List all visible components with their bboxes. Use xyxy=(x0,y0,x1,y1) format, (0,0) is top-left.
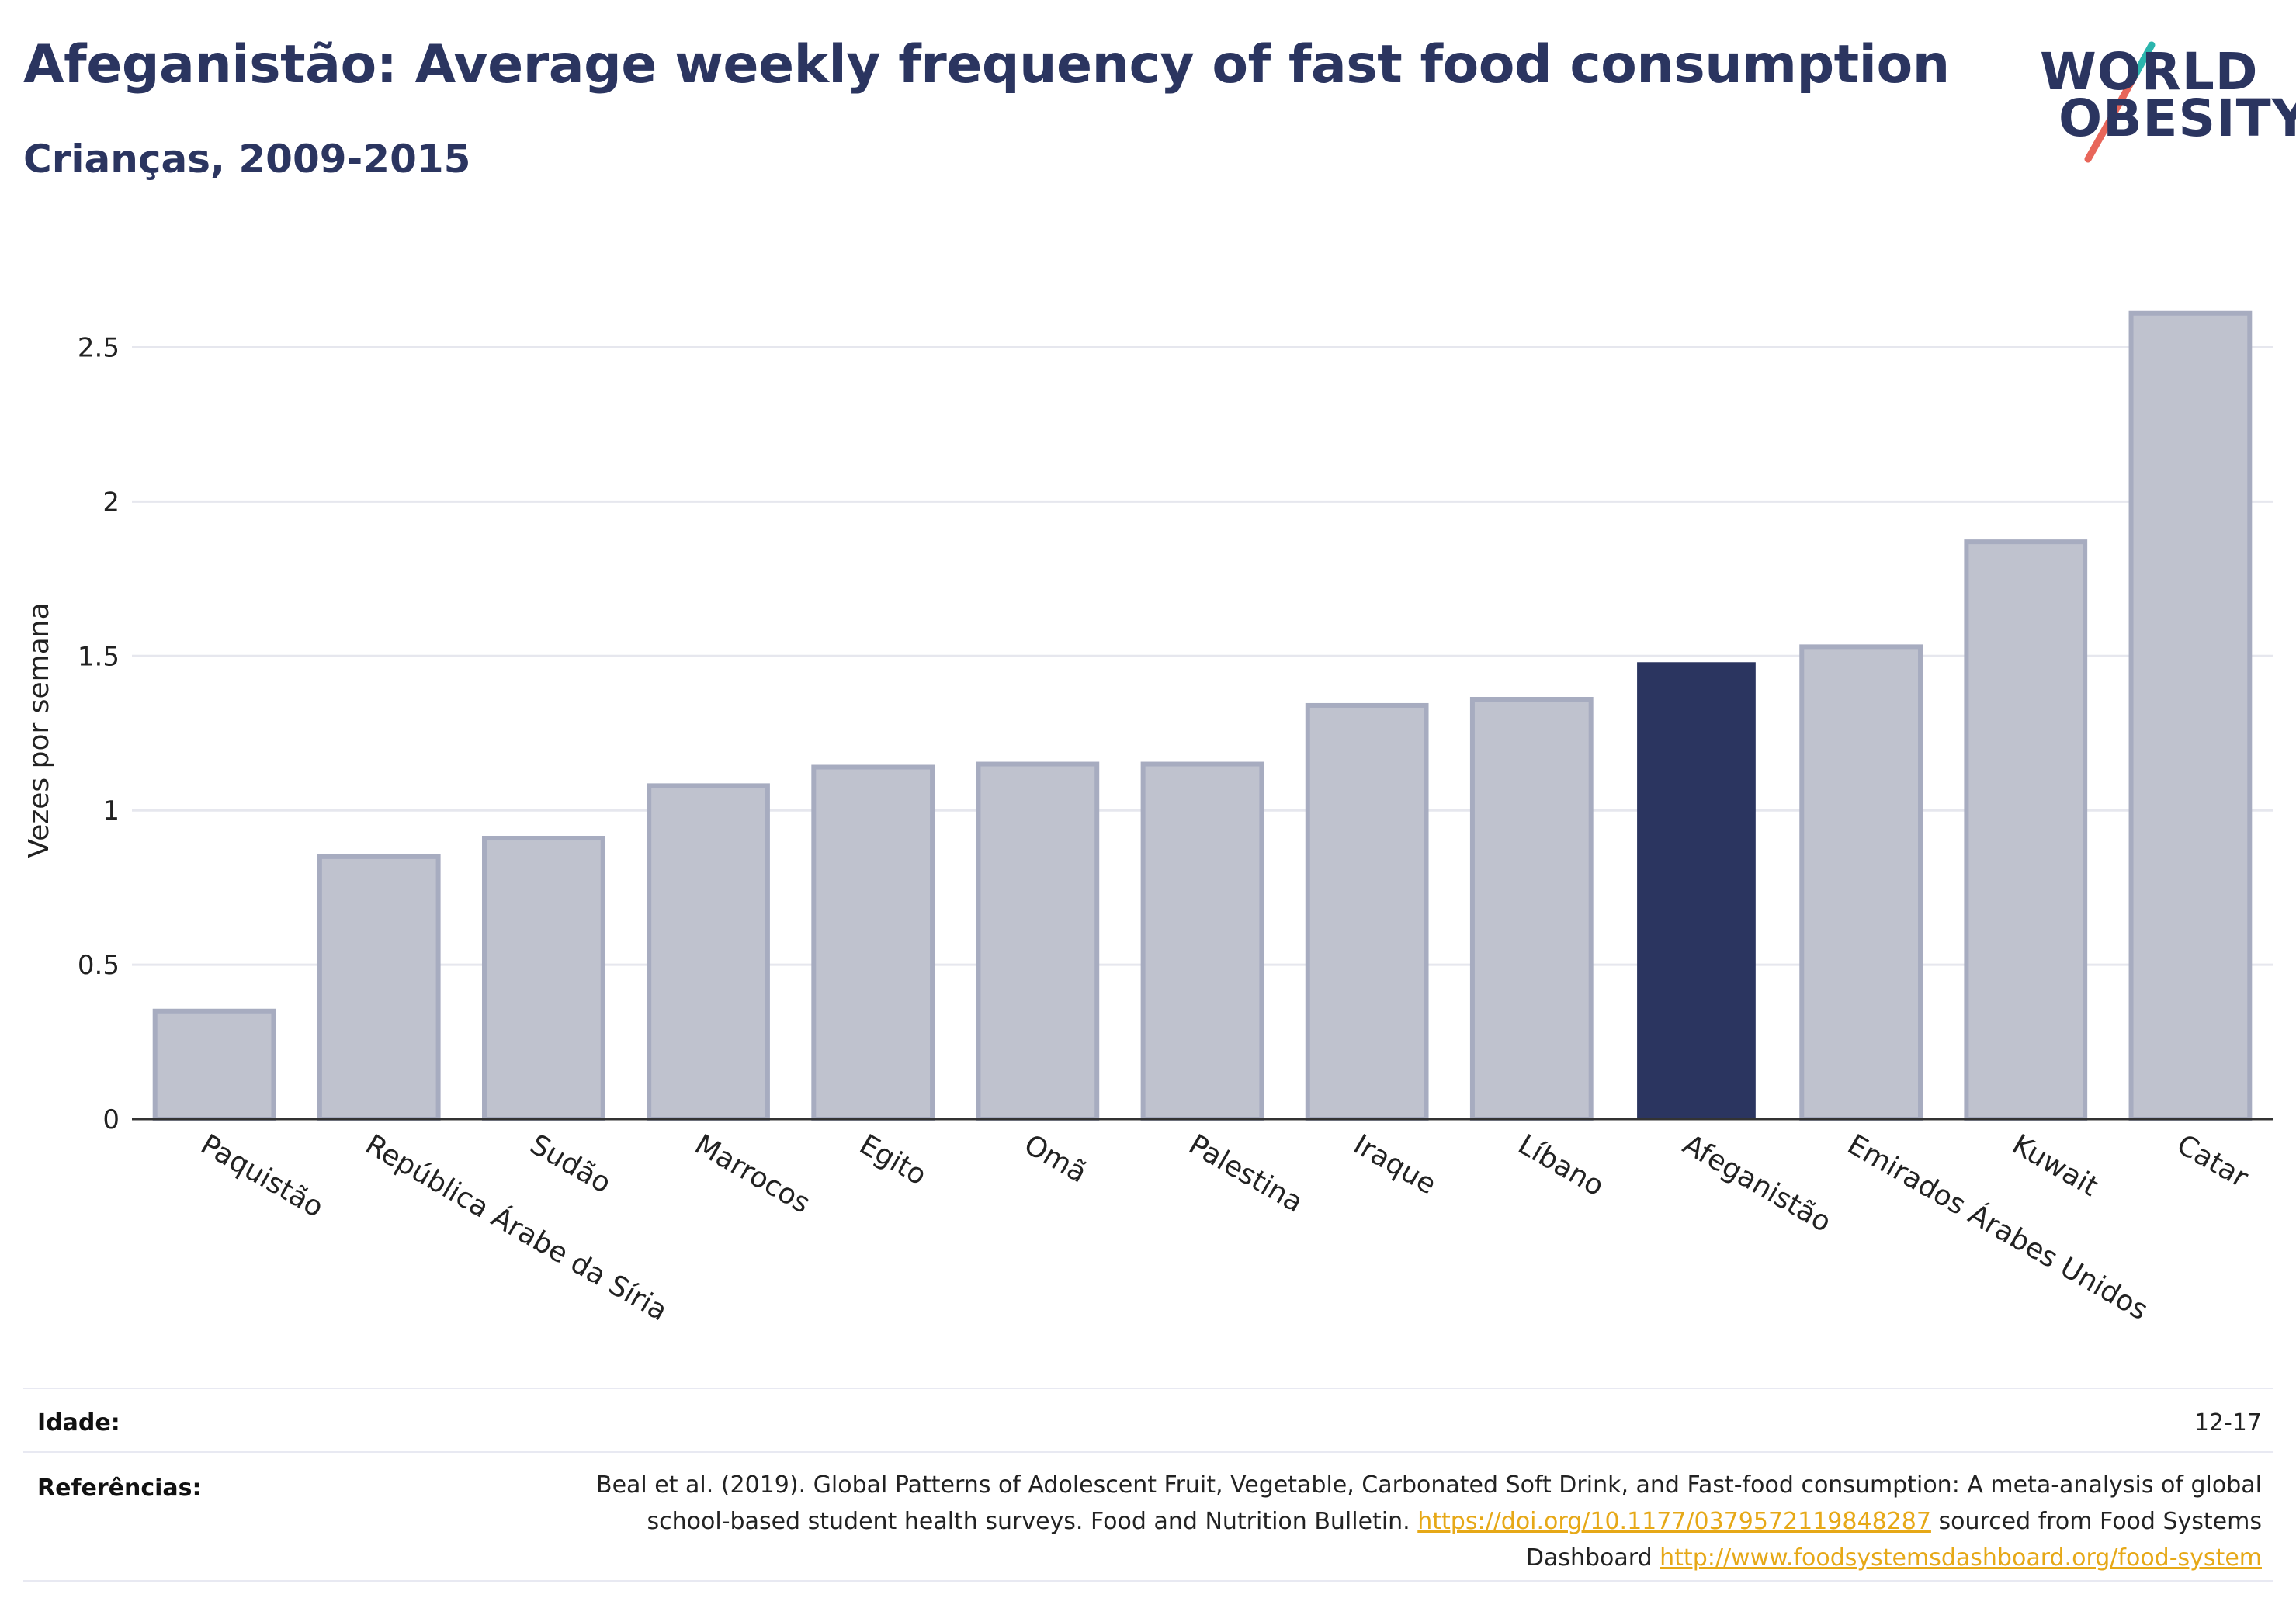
x-tick-label: Afeganistão xyxy=(1677,1128,1836,1239)
bar-chart: Paquistão: 0.35 República Árabe da Síria:… xyxy=(23,310,2273,1327)
bars: Paquistão: 0.35 República Árabe da Síria:… xyxy=(152,310,2253,1122)
bar[interactable]: Egito: 1.14 xyxy=(811,764,935,1121)
bar[interactable]: Marrocos: 1.08 xyxy=(647,783,770,1121)
footer-divider xyxy=(23,1451,2273,1453)
y-tick-label: 1 xyxy=(102,795,120,827)
bar[interactable]: Iraque: 1.34 xyxy=(1305,702,1429,1121)
x-tick-label: Sudão xyxy=(525,1128,616,1200)
bar[interactable]: República Árabe da Síria: 0.85 xyxy=(317,854,441,1121)
references-label: Referências: xyxy=(37,1475,202,1502)
x-tick-label: Omã xyxy=(1018,1128,1092,1189)
x-tick-label: Iraque xyxy=(1348,1128,1441,1201)
y-tick-label: 0 xyxy=(102,1104,120,1135)
logo-line-1: WORLD xyxy=(2040,42,2259,102)
x-tick-label: Paquistão xyxy=(196,1128,329,1224)
footer-divider xyxy=(23,1388,2273,1389)
age-value: 12-17 xyxy=(2194,1409,2262,1437)
y-axis-label: Vezes por semana xyxy=(23,602,55,858)
doi-link[interactable]: https://doi.org/10.1177/0379572119848287 xyxy=(1417,1508,1931,1535)
x-tick-label: Líbano xyxy=(1513,1128,1609,1202)
bar[interactable]: Paquistão: 0.35 xyxy=(152,1008,276,1122)
footer-divider xyxy=(23,1580,2273,1582)
x-tick-label: Kuwait xyxy=(2006,1128,2104,1203)
y-tick-label: 1.5 xyxy=(78,641,120,672)
dashboard-link[interactable]: http://www.foodsystemsdashboard.org/food… xyxy=(1660,1544,2262,1572)
logo-line-2: OBESITY xyxy=(2058,88,2296,148)
x-tick-label: Palestina xyxy=(1184,1128,1309,1219)
x-tick-label: Emirados Árabes Unidos xyxy=(1842,1128,2153,1326)
bar[interactable]: Catar: 2.61 xyxy=(2128,310,2253,1122)
bar[interactable]: Emirados Árabes Unidos: 1.53 xyxy=(1799,644,1923,1121)
references-body: Beal et al. (2019). Global Patterns of A… xyxy=(595,1471,2262,1535)
y-tick-label: 2 xyxy=(102,487,120,518)
y-tick-label: 0.5 xyxy=(78,950,120,981)
chart-title: Afeganistão: Average weekly frequency of… xyxy=(23,34,1950,95)
references-body-2: sourced from Food Systems Dashboard xyxy=(1525,1508,2262,1572)
bar[interactable]: Sudão: 0.91 xyxy=(482,836,605,1121)
y-tick-label: 2.5 xyxy=(78,333,120,364)
bar[interactable]: Omã: 1.15 xyxy=(976,761,1100,1121)
x-tick-label: Marrocos xyxy=(689,1128,815,1219)
age-label: Idade: xyxy=(37,1409,120,1437)
x-tick-label: Catar xyxy=(2171,1128,2253,1194)
bar[interactable]: Palestina: 1.15 xyxy=(1140,761,1264,1121)
chart-subtitle: Crianças, 2009-2015 xyxy=(23,137,471,182)
logo-slash-icon xyxy=(2084,41,2156,163)
bar[interactable]: Líbano: 1.36 xyxy=(1469,697,1594,1121)
world-obesity-logo: WORLD OBESITY xyxy=(2018,23,2296,163)
x-tick-label: República Árabe da Síria xyxy=(360,1128,673,1327)
references-text: Beal et al. (2019). Global Patterns of A… xyxy=(593,1467,2262,1576)
bar-highlighted[interactable]: Afeganistão: 1.48 xyxy=(1637,662,1756,1119)
x-tick-label: Egito xyxy=(854,1128,931,1191)
bar[interactable]: Kuwait: 1.87 xyxy=(1964,539,2088,1121)
